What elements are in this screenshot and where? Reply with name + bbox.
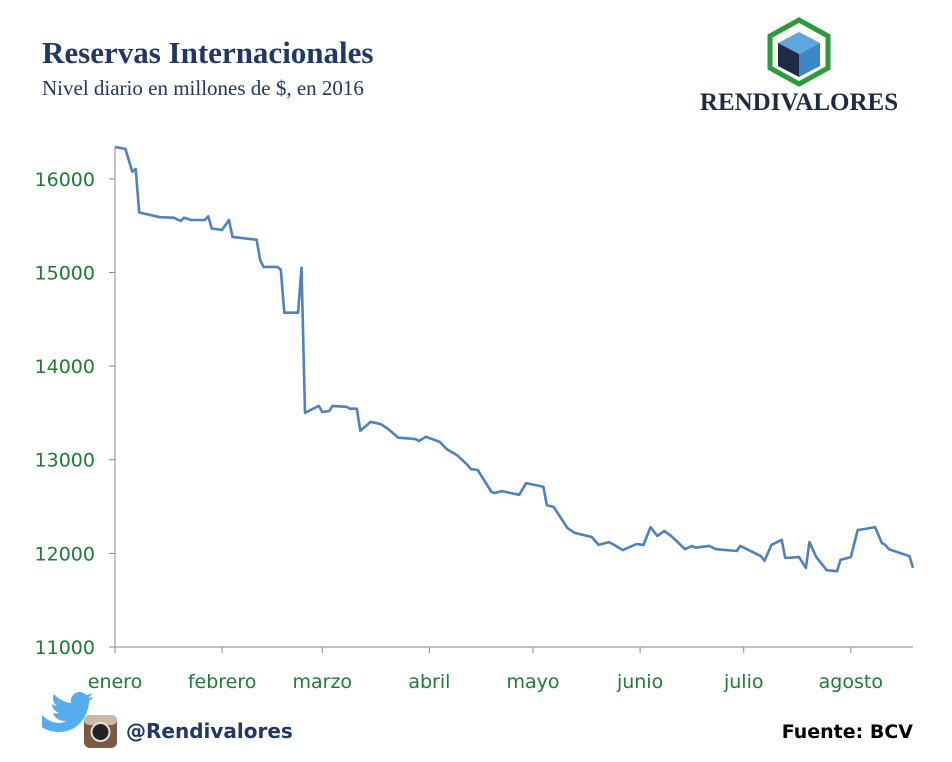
logo-cube-right: [799, 43, 820, 77]
y-tick-label: 14000: [35, 356, 95, 378]
logo-hexagon: [767, 17, 831, 87]
x-tick-label: agosto: [819, 671, 883, 693]
y-tick-label: 11000: [35, 637, 95, 659]
plot-area: 11000 12000 13000 14000 15000 16000 enero febre…: [35, 145, 915, 693]
logo-text: RENDIVALORES: [700, 89, 898, 116]
chart-subtitle: Nivel diario en millones de $, en 2016: [42, 76, 364, 100]
twitter-bird: [42, 692, 93, 732]
instagram-icon: [84, 715, 117, 748]
x-tick-label: julio: [723, 671, 764, 693]
x-tick-label: marzo: [292, 671, 352, 693]
instagram-top: [84, 715, 117, 725]
instagram-lens: [90, 722, 111, 742]
source-note: Fuente: BCV: [782, 721, 914, 743]
x-tick-label: junio: [616, 671, 663, 693]
x-tick-label: febrero: [188, 671, 257, 693]
twitter-icon: [42, 692, 93, 732]
logo: [767, 17, 831, 87]
social-handle: @Rendivalores: [126, 719, 293, 743]
y-tick-label: 16000: [35, 169, 95, 191]
data-line: [114, 145, 915, 573]
chart-title: Reservas Internacionales: [42, 35, 373, 70]
x-tick-label: mayo: [506, 671, 559, 693]
logo-cube-left: [778, 43, 799, 77]
y-tick-label: 12000: [35, 543, 95, 565]
x-tick-label: abril: [408, 671, 450, 693]
x-tick-label: enero: [88, 671, 142, 693]
y-tick-label: 13000: [35, 450, 95, 472]
y-tick-label: 15000: [35, 262, 95, 284]
